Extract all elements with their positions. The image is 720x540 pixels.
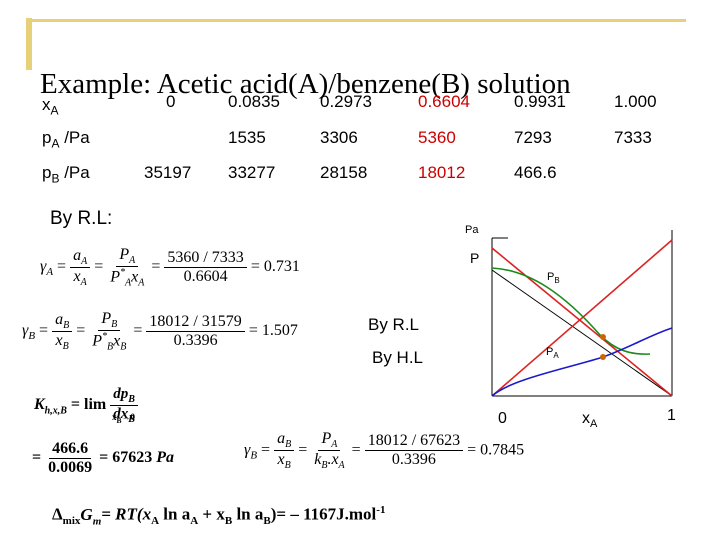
diagram-x-zero: 0 [498,410,507,427]
cell-pA-5: 7293 [514,128,552,147]
partial-pressure-a-curve [491,327,673,397]
vapor-pressure-diagram: Pa P PB PA By R.L By H.L 0 xA 1 [368,224,676,430]
decorative-horizontal-bar [26,19,686,22]
diagram-by-hl-label: By H.L [372,348,423,367]
gibbs-equation: ΔmixGm= RT(xA ln aA + xB ln aB)= – 1167J… [52,504,386,528]
cell-pA-3: 3306 [320,128,358,147]
cell-xA-2: 0.0835 [228,92,280,111]
gamma-b-henry-equation: γB = aB xB = PA kB.xA = 18012 / 67623 0.339… [244,430,525,472]
cell-xA-3: 0.2973 [320,92,372,111]
henry-constant-calc: = 466.6 0.0069 = 67623 Pa [32,440,175,476]
row-label-pB: pB /Pa [42,163,90,186]
cell-pA-2: 1535 [228,128,266,147]
diagram-pa-curve-label: PA [546,346,559,360]
cell-pB-5: 466.6 [514,163,557,182]
slide-title: Example: Acetic acid(A)/benzene(B) solut… [40,68,571,100]
henry-line [491,247,673,397]
raoult-line-a [491,239,673,397]
raoult-line-b [491,269,673,397]
cell-pB-3: 28158 [320,163,368,182]
cell-xA-1: 0 [166,92,176,111]
cell-xA-4: 0.6604 [418,92,470,111]
cell-pA-4: 5360 [418,128,456,147]
diagram-x-label: xA [582,410,598,430]
cell-xA-6: 1.000 [614,92,657,111]
henry-constant-equation: Kh,x,B = lim dpB dxB [34,386,138,425]
decorative-vertical-bar [26,18,32,70]
gamma-b-equation: γB = aB xB = PB P*BxB = 18012 / 31579 0.339… [22,310,298,353]
diagram-x-one: 1 [667,407,676,424]
gamma-a-equation: γA = aA xA = PA P*AxA = 5360 / 7333 0.6604 … [40,246,300,289]
by-rl-label: By R.L: [50,208,113,229]
diagram-pb-label: PB [547,271,560,285]
total-pressure-curve [491,267,651,355]
data-point [600,334,606,340]
diagram-by-rl-label: By R.L [368,315,419,334]
row-label-pA: pA /Pa [42,128,90,151]
lim-subscript: xB→0 [112,412,136,425]
cell-pB-1: 35197 [144,163,192,182]
cell-pB-4: 18012 [418,163,466,182]
row-label-xA: xA [42,95,59,118]
data-point [600,354,606,360]
cell-xA-5: 0.9931 [514,92,566,111]
diagram-p-label: P [470,250,479,266]
diagram-pa-label: Pa [465,224,479,236]
cell-pA-6: 7333 [614,128,652,147]
cell-pB-2: 33277 [228,163,276,182]
